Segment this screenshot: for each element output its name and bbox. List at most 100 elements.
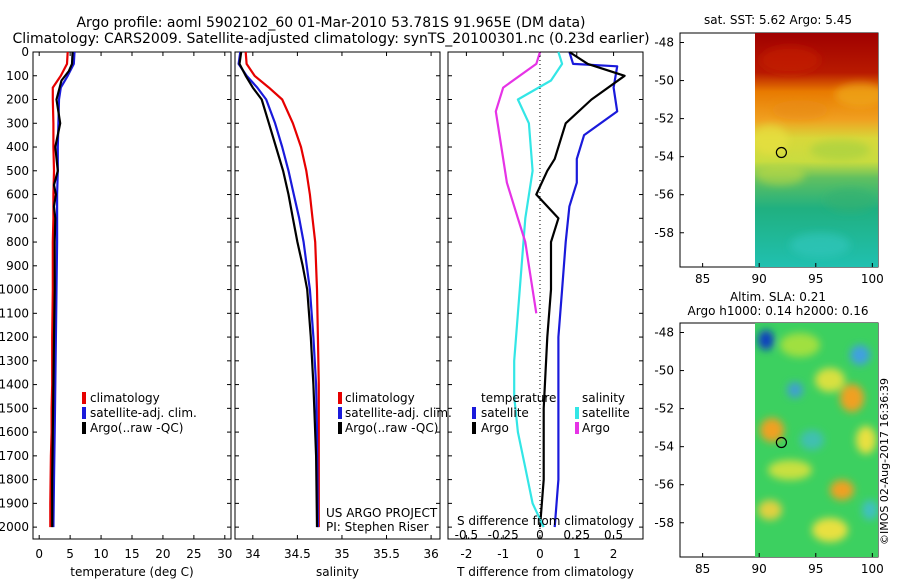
y-tick-label: 100 (6, 69, 29, 83)
y-tick-label: -56 (654, 188, 674, 202)
sla-blob (758, 330, 774, 350)
x-tick-label: 10 (93, 547, 108, 561)
x-axis-label: salinity (316, 565, 359, 579)
y-tick-label: 300 (6, 116, 29, 130)
sst-blob (755, 165, 805, 185)
sst-blob (810, 140, 870, 160)
series-line-s-satellite (513, 51, 564, 528)
profile-location-marker (775, 146, 788, 159)
y-tick-label: -54 (654, 440, 674, 454)
sst-texture (755, 46, 878, 257)
sst-map-title: sat. SST: 5.62 Argo: 5.45 (704, 13, 852, 27)
y-tick-label: 700 (6, 211, 29, 225)
temperature-legend: climatology satellite-adj. clim. Argo(..… (82, 391, 197, 435)
x-tick-label: 100 (861, 272, 884, 286)
difference-legend: temperature salinity satellite satellite… (472, 391, 630, 435)
x-tick-label: 0 (35, 547, 43, 561)
y-tick-label: 1800 (0, 473, 29, 487)
legend-label-s-satellite: satellite (582, 406, 630, 420)
temperature-panel: 0100200300400500600700800900100011001200… (0, 45, 232, 579)
sla-map-title1: Altim. SLA: 0.21 (730, 290, 826, 304)
x-tick-label: 30 (217, 547, 232, 561)
difference-panel: -2 -1 0 1 2 T difference from climatology -0.5… (447, 51, 644, 579)
series-line-t-argo (535, 51, 626, 528)
y-tick-label: 600 (6, 188, 29, 202)
sst-axes: 85 90 95 100 -48 -50 -52 -54 -56 -58 (654, 36, 883, 286)
x-tick-label: -2 (460, 547, 472, 561)
legend-sal-header: salinity (582, 391, 625, 405)
sla-blob (812, 518, 848, 542)
legend-swatch-climatology (82, 392, 86, 404)
x-tick-label: 20 (155, 547, 170, 561)
legend-label-argo: Argo(..raw -QC) (345, 421, 438, 435)
s-tick-label: 0.25 (563, 528, 590, 542)
y-tick-label: 900 (6, 259, 29, 273)
sst-blob (835, 83, 878, 107)
series-line-argo-raw-qc- (238, 51, 319, 528)
y-tick-label: -50 (654, 364, 674, 378)
legend-label-climatology: climatology (90, 391, 160, 405)
x-tick-label: 34.5 (284, 547, 311, 561)
legend-swatch-s-argo (575, 422, 579, 434)
x-tick-label: 100 (861, 562, 884, 576)
y-tick-label: -58 (654, 516, 674, 530)
y-tick-label: 1600 (0, 425, 29, 439)
salinity-legend: climatology satellite-adj. clim. Argo(..… (326, 391, 452, 534)
x-tick-label: 5 (66, 547, 74, 561)
y-tick-label: 1000 (0, 283, 29, 297)
header-line2: Climatology: CARS2009. Satellite-adjuste… (12, 31, 649, 47)
legend-swatch-climatology (338, 392, 342, 404)
sla-texture (758, 330, 878, 542)
x-axis-label: temperature (deg C) (70, 565, 193, 579)
series-line-argo-raw-qc- (51, 51, 74, 528)
x-tick-label: 90 (752, 562, 767, 576)
s-tick-label: -0.25 (488, 528, 519, 542)
s-tick-label: 0 (536, 528, 544, 542)
legend-swatch-satellite (82, 407, 86, 419)
x-tick-label: 2 (610, 547, 618, 561)
sla-blob (758, 500, 782, 520)
salinity-panel: 34 34.5 35 35.5 36 salinity (234, 51, 441, 579)
x-tick-label: 95 (808, 562, 823, 576)
sla-blob (800, 430, 824, 450)
y-tick-label: 200 (6, 93, 29, 107)
sla-blob (760, 418, 784, 442)
y-tick-label: 800 (6, 235, 29, 249)
sst-blob (772, 100, 828, 120)
legend-swatch-satellite (338, 407, 342, 419)
sla-field (755, 323, 878, 557)
x-tick-label: 0 (536, 547, 544, 561)
y-tick-label: -58 (654, 226, 674, 240)
legend-label-argo: Argo(..raw -QC) (90, 421, 183, 435)
series-line-s-argo (494, 51, 542, 314)
sla-blob (840, 384, 864, 412)
x-tick-label: 85 (695, 272, 710, 286)
legend-swatch-s-satellite (575, 407, 579, 419)
legend-label-t-argo: Argo (481, 421, 509, 435)
sla-blob (862, 500, 878, 520)
sla-map: 85 90 95 100 -48 -50 -52 -54 -56 -58 (654, 322, 884, 576)
pi-credit: PI: Stephen Riser (326, 520, 429, 534)
y-tick-label: -50 (654, 74, 674, 88)
series-line-satellite-adj-clim- (52, 51, 76, 528)
x-tick-label: -1 (497, 547, 509, 561)
y-tick-label: -56 (654, 478, 674, 492)
timestamp: ©IMOS 02-Aug-2017 16:36:39 (878, 378, 891, 545)
y-tick-label: -54 (654, 150, 674, 164)
y-tick-label: 1500 (0, 401, 29, 415)
legend-swatch-t-satellite (472, 407, 476, 419)
legend-label-s-argo: Argo (582, 421, 610, 435)
sla-blob (856, 426, 876, 454)
y-tick-label: 1300 (0, 354, 29, 368)
sst-field (755, 33, 878, 267)
y-tick-label: -52 (654, 402, 674, 416)
y-tick-label: 1200 (0, 330, 29, 344)
y-tick-label: 500 (6, 164, 29, 178)
profile-location-marker (775, 436, 788, 449)
plot-frame (234, 51, 441, 540)
sst-map: 85 90 95 100 -48 -50 -52 -54 -56 -58 (654, 32, 884, 286)
y-tick-label: 1900 (0, 496, 29, 510)
x-tick-label: 90 (752, 272, 767, 286)
x-tick-label: 95 (808, 272, 823, 286)
